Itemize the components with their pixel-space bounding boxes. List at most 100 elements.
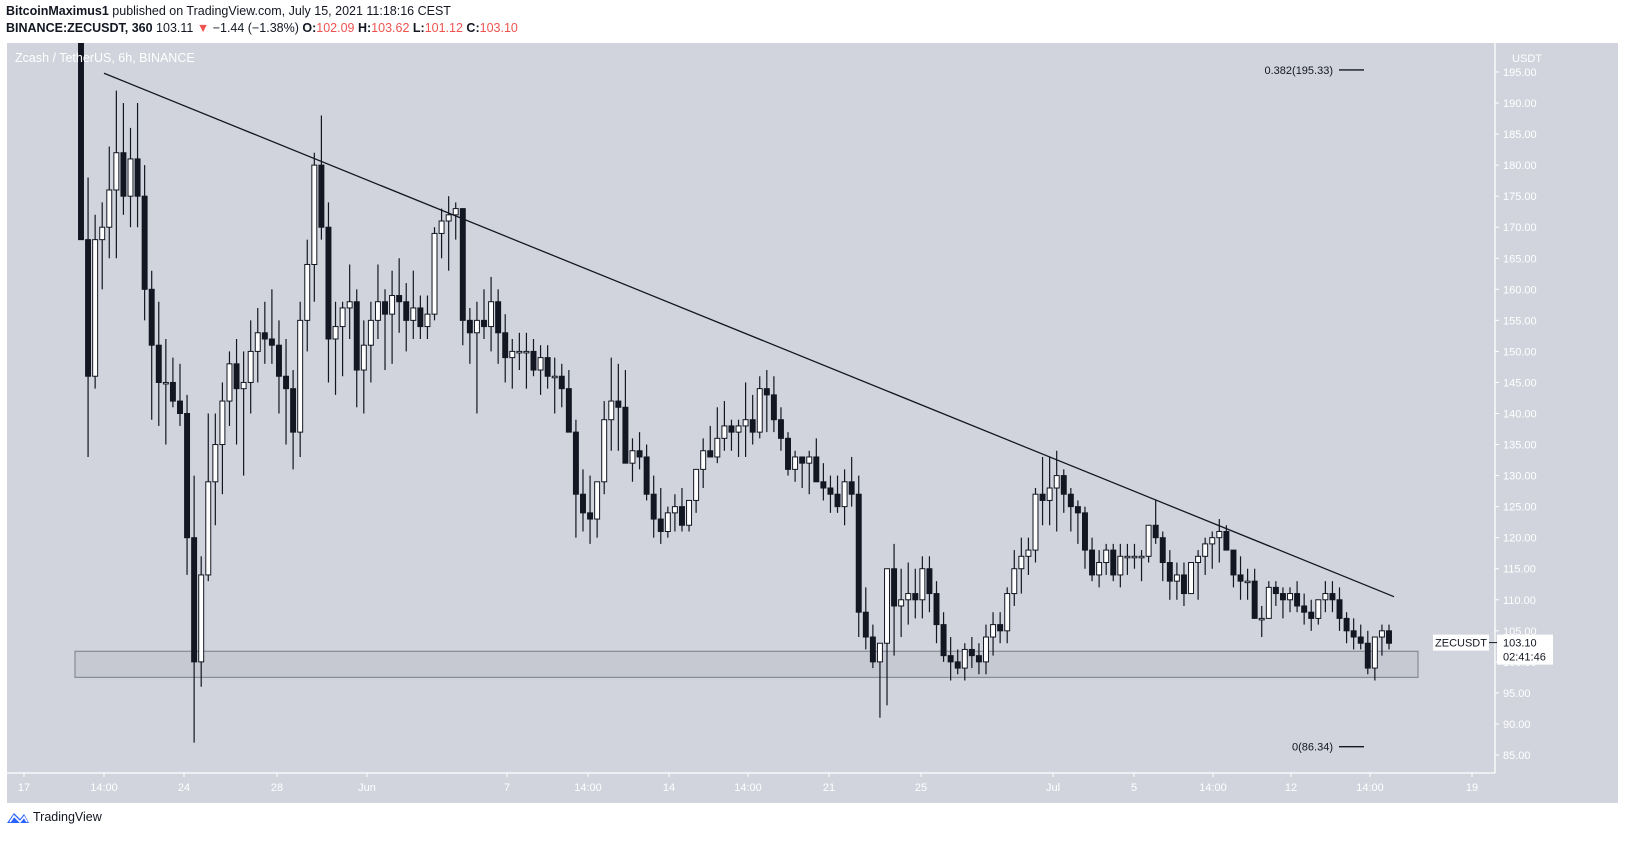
candle [1322,581,1329,613]
candle [693,468,700,513]
candle [565,370,572,433]
candle [155,301,162,426]
price-tick-label: 160.00 [1503,284,1537,296]
candle [876,642,883,718]
price-chart[interactable]: 0.382(195.33) 0(86.34) USDT 85.00 90.00 95.00… [7,43,1618,803]
candle [961,643,968,681]
candle [332,301,339,395]
candle [374,264,381,339]
candle [608,357,615,451]
candle [219,382,226,495]
candle [438,208,445,259]
candle [311,152,318,302]
candlestick-plot[interactable]: 0.382(195.33) 0(86.34) USDT 85.00 90.00 95.00… [7,43,1618,803]
candle [1371,636,1378,681]
author-name[interactable]: BitcoinMaximus1 [6,4,109,18]
candle [1096,550,1103,588]
support-zone-rectangle[interactable] [74,650,1419,678]
fib-level-label-bottom: 0(86.34) [1292,742,1333,754]
candle [1279,587,1286,619]
candle [954,649,961,675]
price-tick-label: 110.00 [1503,595,1536,607]
candle [1386,624,1392,650]
candle [686,499,693,532]
candle [261,301,268,364]
candle [806,450,813,495]
candle [735,419,742,457]
price-tick-label: 185.00 [1503,129,1537,141]
candle [891,543,898,656]
candle [601,401,608,495]
candle [1364,630,1371,675]
candle [785,432,792,476]
candle [848,456,855,507]
descending-trendline[interactable] [103,72,1395,598]
candle [466,307,473,364]
candle [1060,469,1067,513]
candle [495,289,502,364]
candle [1251,568,1258,619]
candle [700,438,707,489]
candle [1032,488,1039,563]
time-tick-label: 14:00 [574,782,602,794]
candle [1272,581,1279,606]
time-tick-label: 14:00 [90,782,118,794]
candle [1011,550,1018,606]
candle [247,320,254,414]
candle [113,90,120,259]
candle [650,475,657,538]
time-tick-label: 24 [178,782,190,794]
candle [134,103,141,228]
fib-level-label-top: 0.382(195.33) [1265,65,1334,77]
candle [1046,456,1053,526]
candle [523,332,530,389]
candle [1244,568,1251,600]
svg-text:ZECUSDT: ZECUSDT [1435,638,1487,650]
candle [636,432,643,470]
last-price: 103.11 [156,21,194,35]
price-tick-label: 115.00 [1503,564,1536,576]
candle [926,556,933,613]
price-tick-label: 175.00 [1503,191,1537,203]
candle [1336,587,1343,631]
time-tick-label: 7 [504,782,510,794]
currency-label: USDT [1512,53,1542,65]
candle [1223,525,1230,551]
price-tick-label: 190.00 [1503,98,1537,110]
candle [884,568,890,706]
candle [283,338,290,445]
candle [233,338,240,445]
candle [1195,550,1202,600]
price-tick-label: 155.00 [1503,315,1537,327]
time-tick-label: 14:00 [1199,782,1227,794]
candle [1103,543,1110,575]
candle [678,488,685,532]
candle [1357,624,1364,650]
candle [297,301,304,457]
candle [770,376,777,433]
candle [1343,612,1350,644]
candle [127,127,134,228]
candle [184,394,191,575]
candle [799,456,806,489]
candle [481,289,487,339]
candle [169,357,176,408]
candle [459,208,466,346]
candle [1004,587,1011,644]
open-value: 102.09 [316,21,355,35]
price-tick-label: 150.00 [1503,346,1537,358]
candle [671,494,678,532]
candle [1117,543,1124,588]
candle [756,376,763,439]
candle [205,413,212,582]
candle [898,568,905,638]
candle [1074,500,1081,544]
candle [1202,537,1209,575]
candle [339,301,346,377]
candle [813,438,820,483]
candle [1145,524,1152,563]
last-price-value: 103.10 [1503,638,1537,650]
candle [403,283,410,352]
tradingview-logo[interactable]: TradingView [6,810,102,824]
candle [714,407,721,464]
